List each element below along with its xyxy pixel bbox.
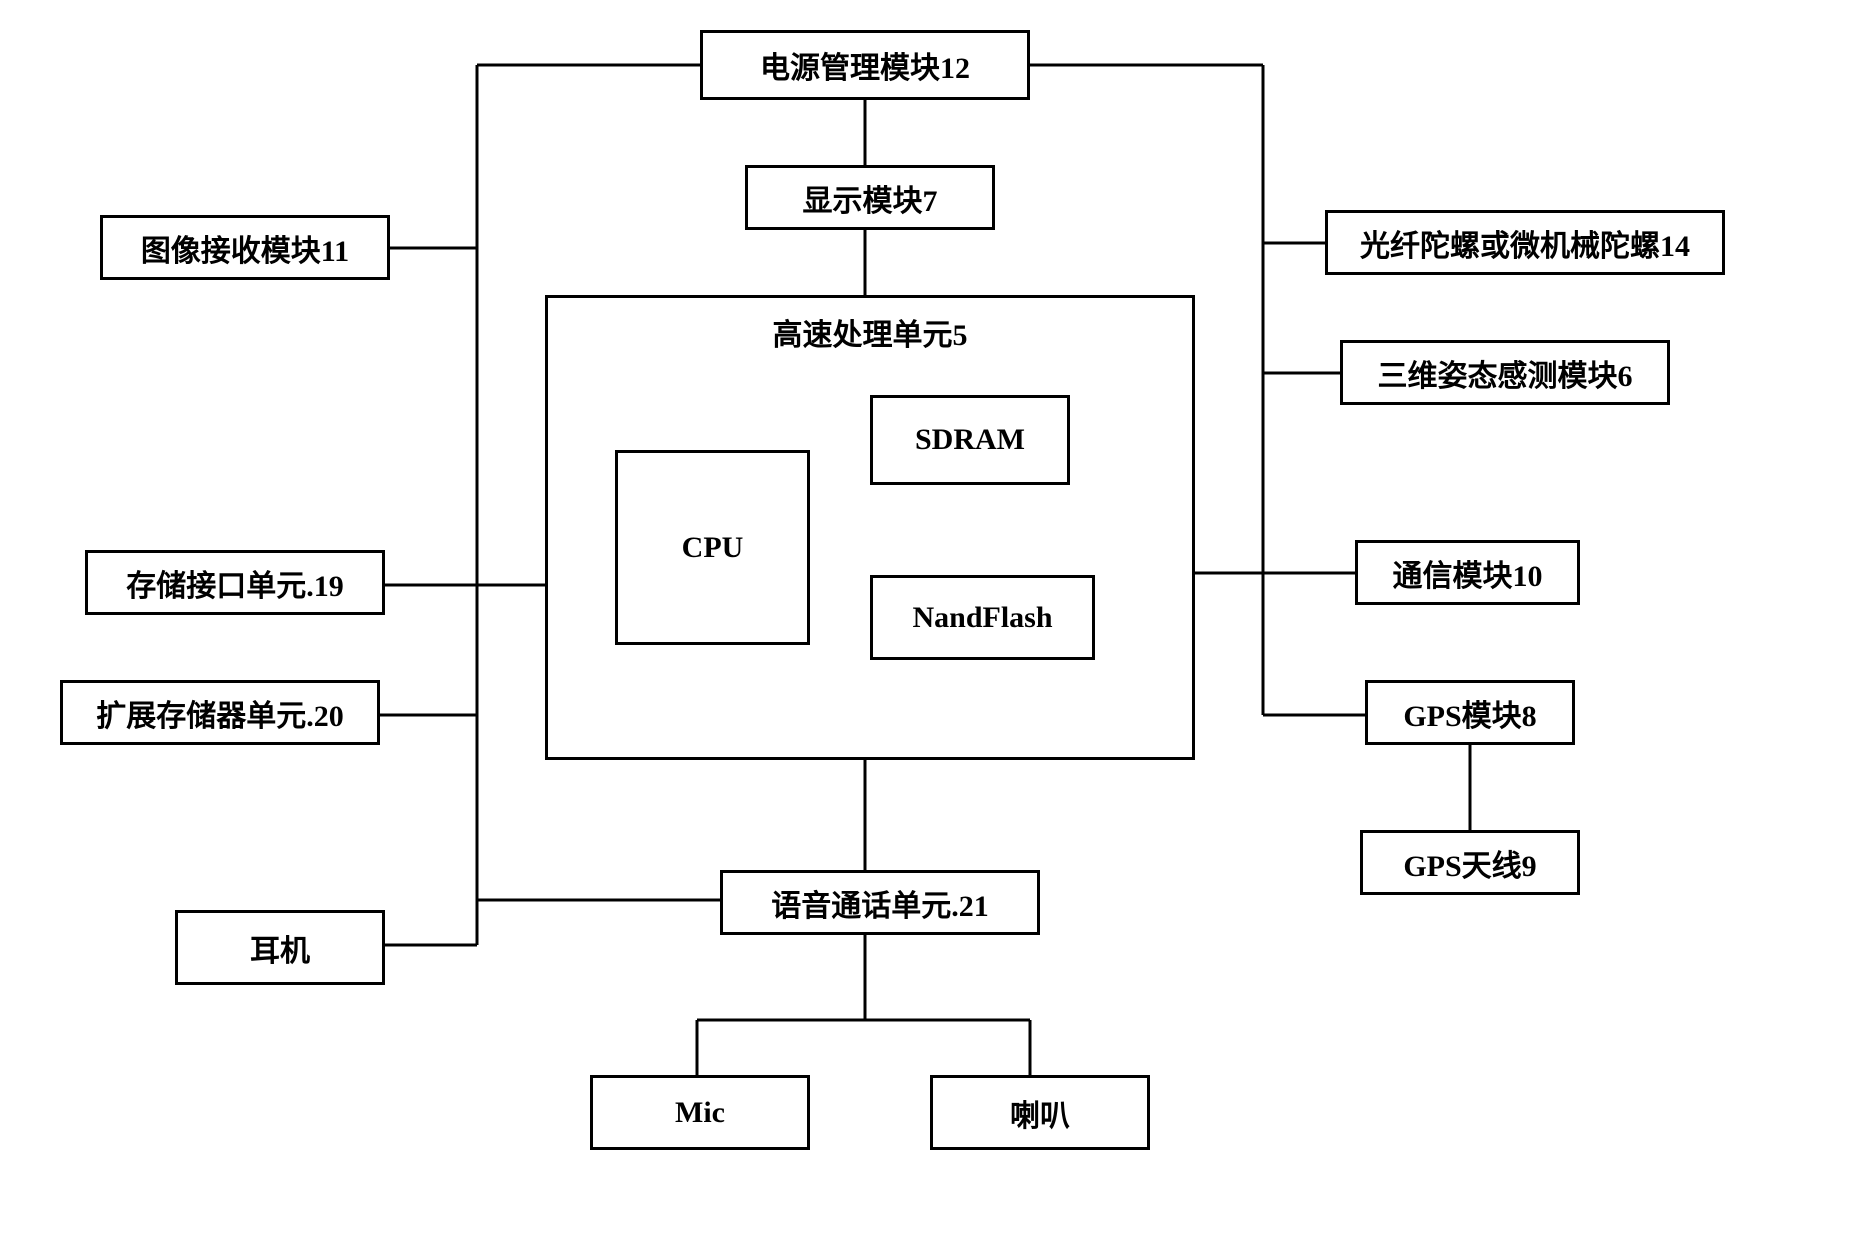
mic-label: Mic (675, 1096, 725, 1130)
gps-antenna-box: GPS天线9 (1360, 830, 1580, 895)
ext-storage-box: 扩展存储器单元.20 (60, 680, 380, 745)
image-recv-box: 图像接收模块11 (100, 215, 390, 280)
earphone-box: 耳机 (175, 910, 385, 985)
gps-module-box: GPS模块8 (1365, 680, 1575, 745)
power-management-box: 电源管理模块12 (700, 30, 1030, 100)
image-recv-label: 图像接收模块11 (141, 226, 349, 270)
diagram-canvas: 电源管理模块12 显示模块7 图像接收模块11 存储接口单元.19 扩展存储器单… (0, 0, 1861, 1245)
high-speed-processing-title: 高速处理单元5 (720, 310, 1020, 354)
storage-interface-label: 存储接口单元.19 (126, 561, 344, 605)
voice-call-box: 语音通话单元.21 (720, 870, 1040, 935)
comm-module-label: 通信模块10 (1393, 551, 1543, 595)
nandflash-label: NandFlash (912, 601, 1052, 635)
sdram-box: SDRAM (870, 395, 1070, 485)
gps-module-label: GPS模块8 (1403, 691, 1536, 735)
mic-box: Mic (590, 1075, 810, 1150)
display-module-box: 显示模块7 (745, 165, 995, 230)
display-module-label: 显示模块7 (803, 176, 938, 220)
cpu-box: CPU (615, 450, 810, 645)
nandflash-box: NandFlash (870, 575, 1095, 660)
gyro-box: 光纤陀螺或微机械陀螺14 (1325, 210, 1725, 275)
gyro-label: 光纤陀螺或微机械陀螺14 (1360, 221, 1690, 265)
power-management-label: 电源管理模块12 (760, 43, 970, 87)
cpu-label: CPU (682, 531, 744, 565)
speaker-box: 喇叭 (930, 1075, 1150, 1150)
voice-call-label: 语音通话单元.21 (771, 881, 989, 925)
storage-interface-box: 存储接口单元.19 (85, 550, 385, 615)
speaker-label: 喇叭 (1010, 1091, 1070, 1135)
attitude-sensor-label: 三维姿态感测模块6 (1378, 351, 1633, 395)
gps-antenna-label: GPS天线9 (1403, 841, 1536, 885)
hsp-title-label: 高速处理单元5 (773, 319, 968, 352)
comm-module-box: 通信模块10 (1355, 540, 1580, 605)
sdram-label: SDRAM (915, 423, 1025, 457)
attitude-sensor-box: 三维姿态感测模块6 (1340, 340, 1670, 405)
earphone-label: 耳机 (250, 926, 310, 970)
ext-storage-label: 扩展存储器单元.20 (96, 691, 344, 735)
